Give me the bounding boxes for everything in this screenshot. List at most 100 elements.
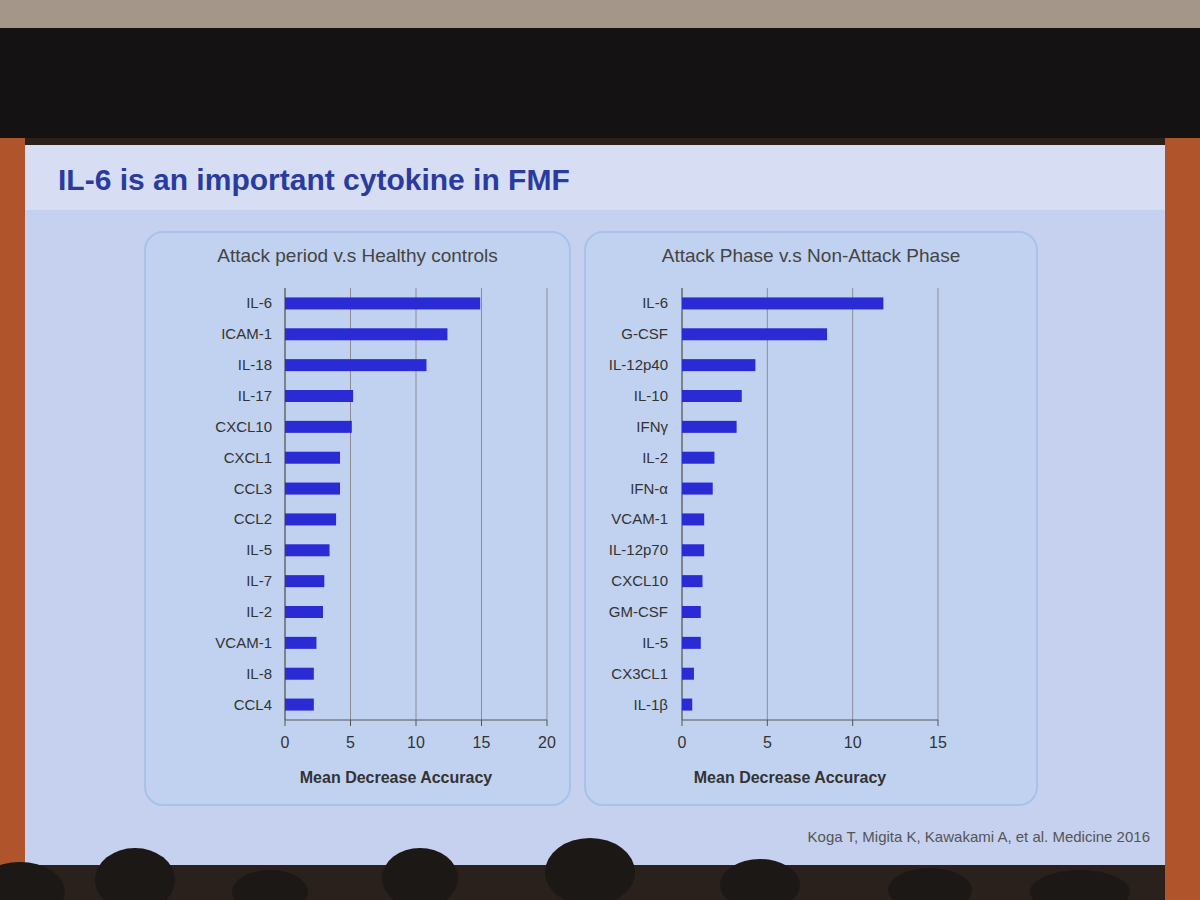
- bar: [285, 699, 314, 711]
- tick-label: 10: [407, 734, 425, 751]
- bar: [682, 637, 701, 649]
- category-label: VCAM-1: [611, 510, 668, 527]
- citation: Koga T, Migita K, Kawakami A, et al. Med…: [808, 828, 1150, 845]
- category-label: ICAM-1: [221, 325, 272, 342]
- chart: Attack Phase v.s Non-Attack Phase051015M…: [585, 232, 1037, 805]
- tick-label: 20: [538, 734, 556, 751]
- tick-label: 10: [844, 734, 862, 751]
- category-label: CCL3: [234, 480, 272, 497]
- screen-top-frame: [0, 28, 1200, 138]
- grid-line: [285, 288, 286, 720]
- ceiling: [0, 0, 1200, 28]
- tick-mark: [416, 720, 417, 726]
- bar: [285, 575, 324, 587]
- chart-panel: [145, 232, 570, 805]
- category-label: IFN-α: [630, 480, 668, 497]
- bar: [285, 421, 352, 433]
- grid-line: [682, 288, 683, 720]
- tick-mark: [938, 720, 939, 726]
- tick-mark: [852, 720, 853, 726]
- grid-line: [767, 288, 768, 720]
- category-label: IL-5: [246, 541, 272, 558]
- room-background: [0, 0, 1200, 900]
- x-axis: [682, 720, 938, 721]
- title-band: [25, 145, 1165, 210]
- bar: [285, 328, 447, 340]
- category-label: IL-12p40: [609, 356, 668, 373]
- category-label: IL-10: [634, 387, 668, 404]
- audience-head: [382, 848, 458, 900]
- audience-head: [0, 862, 65, 900]
- category-label: IL-5: [642, 634, 668, 651]
- category-label: IL-18: [238, 356, 272, 373]
- grid-line: [852, 288, 853, 720]
- bar: [285, 668, 314, 680]
- grid-line: [938, 288, 939, 720]
- audience-head: [95, 848, 175, 900]
- category-label: GM-CSF: [609, 603, 668, 620]
- tick-mark: [682, 720, 683, 726]
- y-axis: [682, 288, 683, 720]
- x-axis-label: Mean Decrease Accuracy: [694, 769, 887, 786]
- bar: [285, 606, 323, 618]
- slide-title: IL-6 is an important cytokine in FMF: [58, 163, 570, 196]
- bar: [682, 421, 737, 433]
- bars: [285, 297, 480, 710]
- chart-title: Attack Phase v.s Non-Attack Phase: [662, 245, 961, 266]
- category-label: G-CSF: [621, 325, 668, 342]
- bar: [682, 606, 701, 618]
- category-label: IL-2: [246, 603, 272, 620]
- category-label: IL-7: [246, 572, 272, 589]
- y-axis: [285, 288, 286, 720]
- tick-label: 5: [346, 734, 355, 751]
- bar: [682, 575, 702, 587]
- x-axis-label: Mean Decrease Accuracy: [300, 769, 493, 786]
- category-label: IL-1β: [634, 696, 669, 713]
- chart-panel: [585, 232, 1037, 805]
- bar: [285, 513, 336, 525]
- category-label: CX3CL1: [611, 665, 668, 682]
- bar: [285, 390, 353, 402]
- audience-head: [1030, 870, 1130, 900]
- tick-label: 0: [281, 734, 290, 751]
- category-label: CCL2: [234, 510, 272, 527]
- bar: [682, 359, 755, 371]
- wall-left: [0, 138, 25, 900]
- bar: [682, 668, 694, 680]
- bar: [682, 390, 742, 402]
- category-label: IL-17: [238, 387, 272, 404]
- bar: [285, 544, 330, 556]
- tick-label: 0: [678, 734, 687, 751]
- wall-right: [1165, 138, 1200, 900]
- bar: [682, 544, 704, 556]
- bar: [682, 699, 692, 711]
- bar: [682, 452, 714, 464]
- audience-head: [888, 868, 972, 900]
- tick-mark: [350, 720, 351, 726]
- category-label: CXCL10: [215, 418, 272, 435]
- tick-mark: [481, 720, 482, 726]
- audience-head: [232, 870, 308, 900]
- chart-title: Attack period v.s Healthy controls: [217, 245, 498, 266]
- chart: Attack period v.s Healthy controls051015…: [145, 232, 570, 805]
- bar: [682, 483, 713, 495]
- category-label: CXCL1: [224, 449, 272, 466]
- category-label: IFNγ: [636, 418, 668, 435]
- bar: [285, 452, 340, 464]
- bar: [285, 359, 426, 371]
- tick-mark: [285, 720, 286, 726]
- page: IL-6 is an important cytokine in FMF Atta…: [0, 0, 1200, 900]
- tick-label: 15: [929, 734, 947, 751]
- x-axis: [285, 720, 547, 721]
- category-label: IL-6: [246, 294, 272, 311]
- bar: [285, 297, 480, 309]
- category-label: VCAM-1: [215, 634, 272, 651]
- bar: [285, 483, 340, 495]
- category-label: IL-2: [642, 449, 668, 466]
- bar: [682, 513, 704, 525]
- category-label: CXCL10: [611, 572, 668, 589]
- grid-line: [481, 288, 482, 720]
- tick-mark: [547, 720, 548, 726]
- category-label: CCL4: [234, 696, 272, 713]
- category-label: IL-6: [642, 294, 668, 311]
